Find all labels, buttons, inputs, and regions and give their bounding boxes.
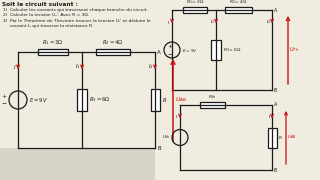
Bar bbox=[183, 7, 207, 13]
Text: $U_{AB}$: $U_{AB}$ bbox=[287, 134, 296, 141]
Text: $I_1$: $I_1$ bbox=[210, 18, 215, 26]
Bar bbox=[38, 49, 68, 55]
Bar bbox=[200, 102, 225, 108]
Text: $R_{th}$: $R_{th}$ bbox=[209, 93, 217, 101]
Text: −: − bbox=[2, 100, 7, 105]
Text: +: + bbox=[2, 94, 7, 100]
Text: B: B bbox=[157, 145, 161, 150]
Bar bbox=[211, 40, 221, 60]
Text: $R_3 = 6\Omega$: $R_3 = 6\Omega$ bbox=[223, 46, 242, 54]
Text: $R_3 = 6\Omega$: $R_3 = 6\Omega$ bbox=[89, 96, 111, 104]
Text: $R$: $R$ bbox=[162, 96, 167, 104]
Text: $I$: $I$ bbox=[175, 114, 178, 120]
Text: $E = 9V$: $E = 9V$ bbox=[29, 96, 48, 104]
Text: Soit le circuit suivant :: Soit le circuit suivant : bbox=[2, 2, 78, 7]
Text: $U_{th}$: $U_{th}$ bbox=[162, 134, 170, 141]
Text: $R_1 = 3\Omega$: $R_1 = 3\Omega$ bbox=[42, 39, 64, 48]
Text: A: A bbox=[274, 102, 277, 107]
Text: $R$: $R$ bbox=[278, 134, 283, 141]
Text: B: B bbox=[274, 87, 277, 93]
Bar bbox=[225, 7, 252, 13]
Bar bbox=[96, 49, 130, 55]
Text: $U_{AB}$: $U_{AB}$ bbox=[175, 96, 187, 104]
Text: −: − bbox=[168, 51, 172, 57]
Bar bbox=[150, 89, 159, 111]
Text: $I$: $I$ bbox=[268, 114, 271, 120]
Text: $U_{Th}$: $U_{Th}$ bbox=[289, 46, 299, 54]
Text: $R_2 = 4\Omega$: $R_2 = 4\Omega$ bbox=[102, 39, 124, 48]
Text: $I$: $I$ bbox=[12, 63, 16, 71]
Text: 1)  Calculer les courants qui traversent chaque branche du circuit.: 1) Calculer les courants qui traversent … bbox=[3, 8, 148, 12]
Text: $I_2$: $I_2$ bbox=[266, 18, 271, 26]
Text: 2)  Calculer la tension Uₐⁱ. Avec R = 3Ω.: 2) Calculer la tension Uₐⁱ. Avec R = 3Ω. bbox=[3, 14, 89, 17]
Text: courant I₂ qui traverse la résistance R.: courant I₂ qui traverse la résistance R. bbox=[3, 24, 93, 28]
Text: $I$: $I$ bbox=[167, 19, 170, 26]
Text: 3)  Par le Théorème de Thévenin trouver la tension Uₐⁱ et déduire le: 3) Par le Théorème de Thévenin trouver l… bbox=[3, 19, 151, 23]
Bar bbox=[77, 89, 87, 111]
Text: A: A bbox=[157, 50, 161, 55]
Text: $R_2 = 4\Omega$: $R_2 = 4\Omega$ bbox=[229, 0, 248, 6]
Text: $R_1 = 3\Omega$: $R_1 = 3\Omega$ bbox=[186, 0, 204, 6]
Text: $E = 9V$: $E = 9V$ bbox=[182, 46, 198, 53]
Text: A: A bbox=[274, 8, 277, 12]
Text: +: + bbox=[168, 44, 172, 48]
Bar bbox=[0, 148, 155, 180]
Text: B: B bbox=[274, 168, 277, 172]
Text: $I_2$: $I_2$ bbox=[148, 62, 154, 71]
Bar bbox=[268, 127, 276, 147]
Text: $I_1$: $I_1$ bbox=[76, 62, 81, 71]
